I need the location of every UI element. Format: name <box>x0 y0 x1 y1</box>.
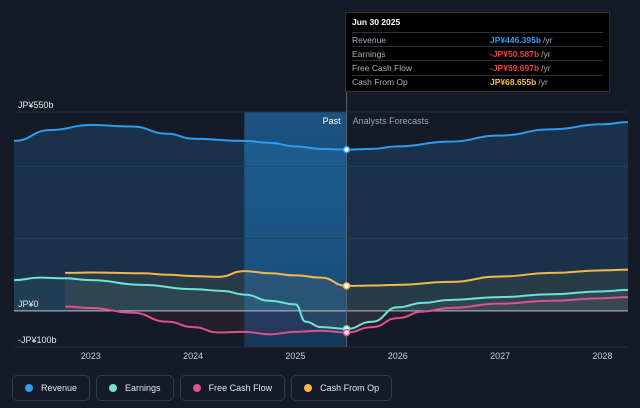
y-axis-label: -JP¥100b <box>18 335 57 345</box>
series-line-earnings <box>13 276 629 330</box>
revenue-area <box>14 122 628 311</box>
tooltip-row-revenue: Revenue JP¥446.395b /yr <box>352 32 603 46</box>
past-highlight-band <box>244 112 347 347</box>
legend-item-revenue[interactable]: Revenue <box>12 375 91 401</box>
tooltip-value: -JP¥50.587b <box>490 48 540 59</box>
tooltip-row-cash-from-op: Cash From Op JP¥68.655b /yr <box>352 74 603 89</box>
forecast-label: Analysts Forecasts <box>353 116 430 126</box>
x-axis-tick-label: 2025 <box>285 351 305 361</box>
tooltip-date: Jun 30 2025 <box>352 17 401 27</box>
tooltip-row-earnings: Earnings -JP¥50.587b /yr <box>352 46 603 60</box>
tooltip-unit: /yr <box>543 34 553 45</box>
x-axis-tick-label: 2023 <box>81 351 101 361</box>
tooltip-label: Earnings <box>352 48 386 59</box>
tooltip-label: Revenue <box>352 34 387 45</box>
revenue-dot-icon <box>25 384 33 392</box>
tooltip-unit: /yr <box>541 62 551 73</box>
y-axis-label: JP¥0 <box>18 299 39 309</box>
x-axis-tick-label: 2027 <box>490 351 510 361</box>
legend-label: Cash From Op <box>320 383 380 393</box>
tooltip-label: Free Cash Flow <box>352 62 412 73</box>
series-line-cash-from-op <box>65 268 629 287</box>
data-point-marker <box>342 328 351 337</box>
tooltip-value: JP¥68.655b <box>490 77 537 88</box>
free-cash-flow-dot-icon <box>192 384 201 392</box>
series-line-revenue <box>13 121 629 151</box>
series-area <box>14 277 628 329</box>
tooltip-label: Cash From Op <box>352 77 408 88</box>
data-point-marker <box>342 282 351 290</box>
x-axis-tick-label: 2024 <box>183 351 203 361</box>
tooltip-unit: /yr <box>538 77 548 88</box>
earnings-dot-icon <box>109 384 118 392</box>
tooltip-value: JP¥446.395b <box>490 34 542 45</box>
tooltip-panel: Jun 30 2025 Revenue JP¥446.395b /yr Earn… <box>345 12 610 92</box>
y-axis-label: JP¥550b <box>18 100 54 110</box>
x-axis-tick-label: 2026 <box>388 351 408 361</box>
cash-from-op-dot-icon <box>304 384 313 392</box>
past-label: Past <box>323 116 342 126</box>
legend-item-cash-from-op[interactable]: Cash From Op <box>291 375 393 401</box>
tooltip-row-free-cash-flow: Free Cash Flow -JP¥59.697b /yr <box>352 60 603 74</box>
tooltip-unit: /yr <box>541 48 551 59</box>
legend-item-free-cash-flow[interactable]: Free Cash Flow <box>179 375 286 401</box>
legend-label: Revenue <box>41 383 78 393</box>
legend-label: Free Cash Flow <box>208 383 273 393</box>
legend-label: Earnings <box>125 383 161 393</box>
data-point-marker <box>342 145 351 154</box>
tooltip-value: -JP¥59.697b <box>490 62 540 73</box>
x-axis-tick-label: 2028 <box>592 351 612 361</box>
legend: Revenue Earnings Free Cash Flow Cash Fro… <box>12 375 393 401</box>
series-line-free-cash-flow <box>65 296 629 336</box>
legend-item-earnings[interactable]: Earnings <box>96 375 174 401</box>
